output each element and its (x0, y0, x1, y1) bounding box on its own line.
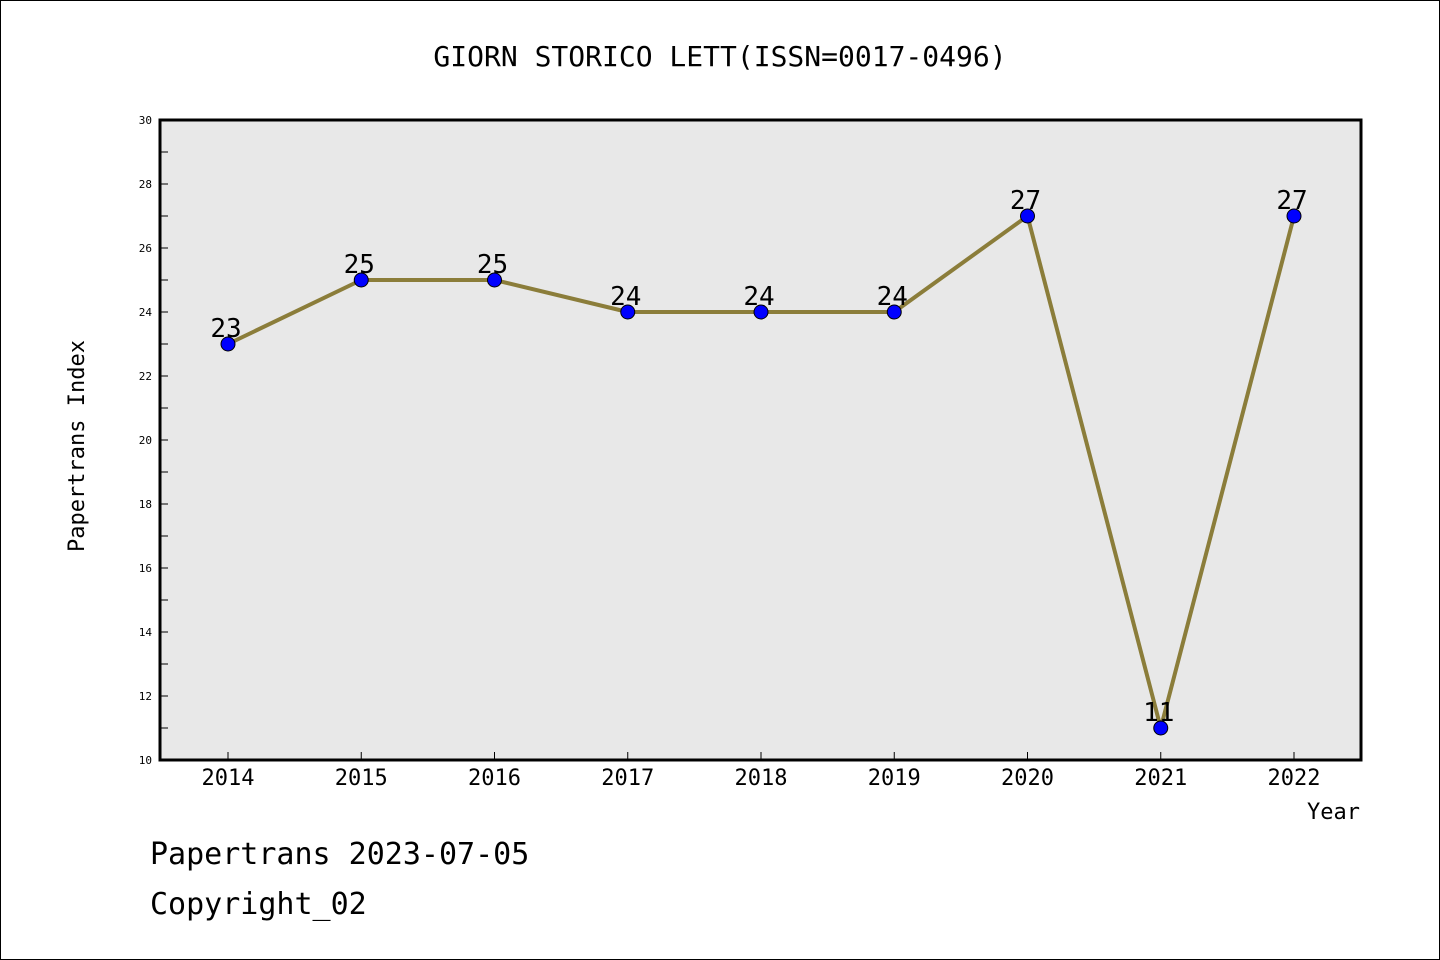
chart-title: GIORN STORICO LETT(ISSN=0017-0496) (433, 40, 1006, 73)
x-tick-label: 2015 (335, 766, 388, 791)
x-tick-label: 2018 (735, 766, 788, 791)
data-label: 11 (1143, 698, 1174, 728)
data-point (1286, 208, 1302, 224)
y-tick-label: 26 (139, 242, 152, 255)
data-label: 24 (877, 282, 908, 312)
x-tick-label: 2016 (468, 766, 521, 791)
y-tick-label: 28 (139, 178, 152, 191)
data-label: 25 (344, 250, 375, 280)
x-tick-label: 2014 (202, 766, 255, 791)
data-point (487, 272, 502, 288)
x-axis-label: Year (1307, 800, 1360, 825)
y-tick-label: 20 (139, 434, 152, 447)
plot-area (160, 120, 1361, 760)
x-tick-label: 2021 (1134, 766, 1187, 791)
footer-copyright: Copyright_02 (150, 887, 367, 922)
data-point (1020, 208, 1035, 224)
y-tick-label: 12 (139, 690, 152, 703)
y-tick-label: 30 (139, 114, 152, 127)
data-label: 24 (743, 282, 774, 312)
y-axis-label: Papertrans Index (65, 340, 90, 552)
data-point (353, 272, 369, 288)
y-tick-label: 10 (139, 754, 152, 767)
y-tick-label: 18 (139, 498, 152, 511)
data-label: 27 (1276, 186, 1307, 216)
y-tick-label: 16 (139, 562, 152, 575)
data-point (1153, 720, 1169, 736)
data-label: 25 (477, 250, 508, 280)
data-label: 24 (610, 282, 641, 312)
data-label: 27 (1010, 186, 1041, 216)
series-markers (220, 208, 1302, 736)
data-label: 23 (210, 314, 241, 344)
y-tick-label: 24 (139, 306, 153, 319)
data-point (753, 304, 769, 320)
data-labels: 23 25 25 24 24 24 27 11 27 (210, 186, 1307, 728)
y-tick-label: 14 (139, 626, 153, 639)
x-tick-label: 2020 (1001, 766, 1054, 791)
data-point (220, 336, 236, 352)
x-tick-label: 2019 (868, 766, 921, 791)
y-tick-label: 22 (139, 370, 152, 383)
footer-date: Papertrans 2023-07-05 (150, 837, 529, 872)
x-tick-label: 2017 (601, 766, 654, 791)
x-axis: 2014 2015 2016 2017 2018 2019 2020 2021 2022 (202, 752, 1321, 791)
data-point (620, 304, 636, 320)
x-tick-label: 2022 (1268, 766, 1321, 791)
plot-border (158, 118, 1363, 762)
data-point (886, 304, 902, 320)
